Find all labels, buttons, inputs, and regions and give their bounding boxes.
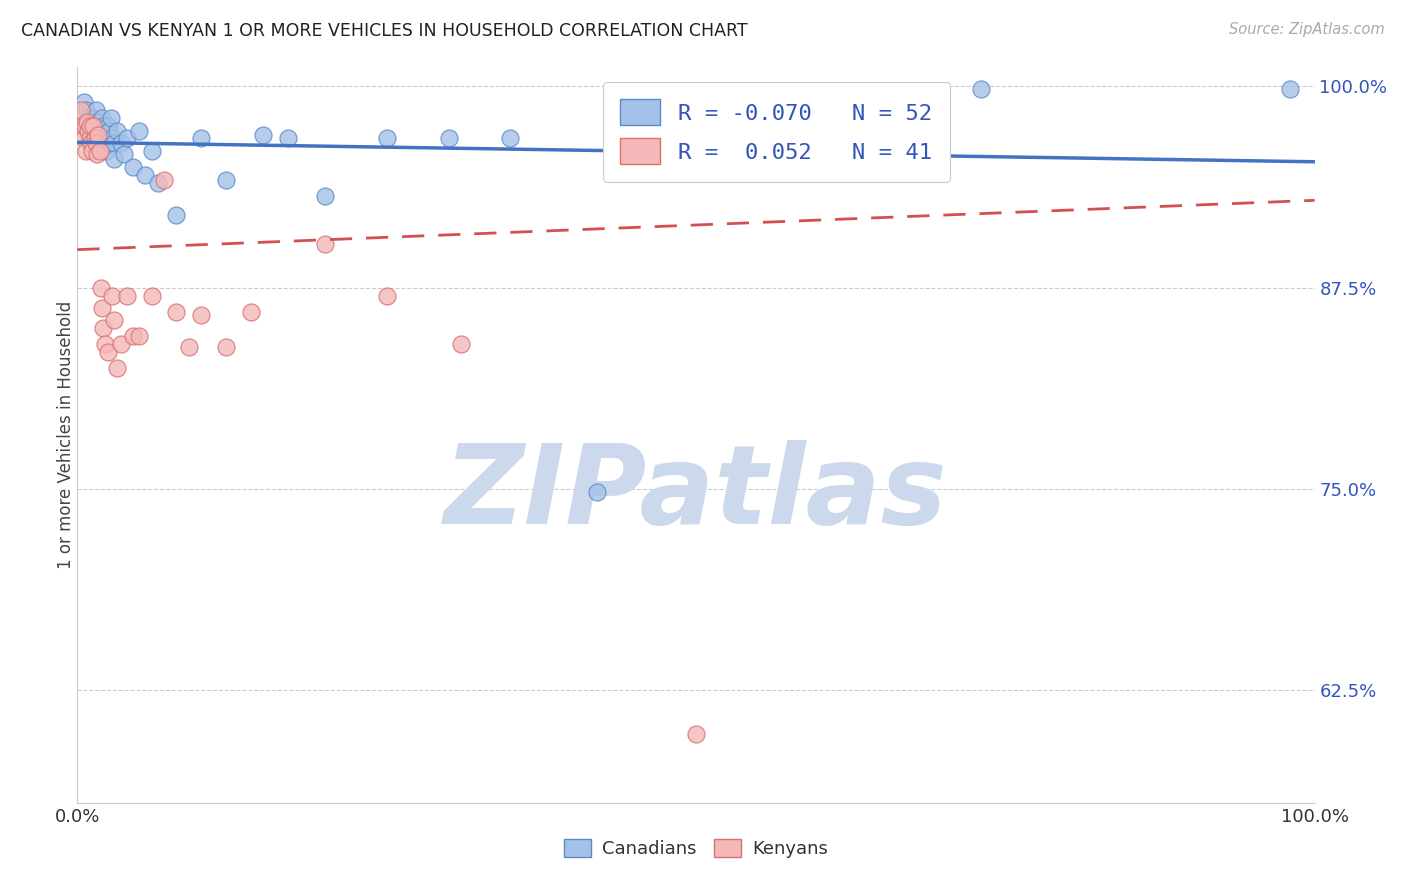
Point	[87, 128, 110, 142]
Point	[128, 124, 150, 138]
Text: Source: ZipAtlas.com: Source: ZipAtlas.com	[1229, 22, 1385, 37]
Point	[91, 320, 114, 334]
Point	[79, 124, 101, 138]
Point	[112, 146, 135, 161]
Point	[89, 124, 111, 138]
Point	[79, 120, 101, 134]
Point	[110, 136, 132, 150]
Point	[87, 114, 110, 128]
Point	[76, 114, 98, 128]
Point	[91, 128, 114, 142]
Y-axis label: 1 or more Vehicles in Household: 1 or more Vehicles in Household	[58, 301, 75, 569]
Point	[105, 124, 128, 138]
Point	[86, 146, 108, 161]
Point	[89, 144, 111, 158]
Point	[215, 340, 238, 354]
Point	[1278, 82, 1301, 96]
Point	[375, 288, 398, 302]
Point	[141, 288, 163, 302]
Point	[76, 120, 98, 134]
Point	[91, 301, 114, 316]
Point	[103, 312, 125, 326]
Point	[73, 120, 96, 134]
Point	[146, 176, 169, 190]
Point	[93, 337, 115, 351]
Point	[82, 120, 104, 134]
Point	[128, 328, 150, 343]
Point	[100, 112, 122, 126]
Point	[91, 112, 114, 126]
Point	[215, 172, 238, 186]
Text: ZIPatlas: ZIPatlas	[444, 441, 948, 547]
Point	[77, 112, 100, 126]
Point	[648, 128, 671, 142]
Point	[97, 136, 120, 150]
Point	[450, 337, 472, 351]
Point	[190, 130, 212, 145]
Point	[94, 144, 117, 158]
Point	[103, 152, 125, 166]
Point	[98, 124, 121, 138]
Point	[93, 130, 115, 145]
Point	[72, 95, 94, 110]
Point	[115, 130, 138, 145]
Point	[82, 120, 104, 134]
Point	[808, 130, 831, 145]
Point	[75, 103, 97, 118]
Point	[97, 120, 120, 134]
Point	[79, 130, 101, 145]
Point	[314, 237, 336, 252]
Point	[277, 130, 299, 145]
Point	[97, 345, 120, 359]
Point	[969, 82, 991, 96]
Point	[105, 361, 128, 376]
Legend: Canadians, Kenyans: Canadians, Kenyans	[555, 830, 837, 867]
Point	[91, 120, 114, 134]
Point	[685, 130, 707, 145]
Point	[77, 124, 100, 138]
Point	[115, 288, 138, 302]
Point	[252, 128, 274, 142]
Point	[90, 130, 112, 145]
Point	[101, 288, 124, 302]
Point	[80, 136, 103, 150]
Point	[190, 308, 212, 322]
Point	[90, 280, 112, 294]
Point	[586, 485, 609, 500]
Point	[75, 144, 97, 158]
Point	[82, 112, 104, 126]
Point	[72, 120, 94, 134]
Point	[685, 726, 707, 740]
Point	[110, 337, 132, 351]
Point	[83, 130, 105, 145]
Point	[165, 304, 187, 318]
Point	[84, 128, 107, 142]
Point	[122, 160, 145, 174]
Point	[82, 144, 104, 158]
Point	[91, 136, 114, 150]
Point	[141, 144, 163, 158]
Point	[499, 130, 522, 145]
Text: CANADIAN VS KENYAN 1 OR MORE VEHICLES IN HOUSEHOLD CORRELATION CHART: CANADIAN VS KENYAN 1 OR MORE VEHICLES IN…	[21, 22, 748, 40]
Point	[122, 328, 145, 343]
Point	[84, 103, 107, 118]
Point	[375, 130, 398, 145]
Point	[134, 168, 156, 182]
Point	[437, 130, 460, 145]
Point	[70, 103, 93, 118]
Point	[101, 130, 124, 145]
Point	[103, 136, 125, 150]
Point	[86, 136, 108, 150]
Point	[72, 130, 94, 145]
Point	[79, 136, 101, 150]
Point	[84, 136, 107, 150]
Point	[165, 208, 187, 222]
Point	[79, 130, 101, 145]
Point	[153, 172, 176, 186]
Point	[239, 304, 262, 318]
Point	[79, 114, 101, 128]
Point	[177, 340, 200, 354]
Point	[314, 188, 336, 202]
